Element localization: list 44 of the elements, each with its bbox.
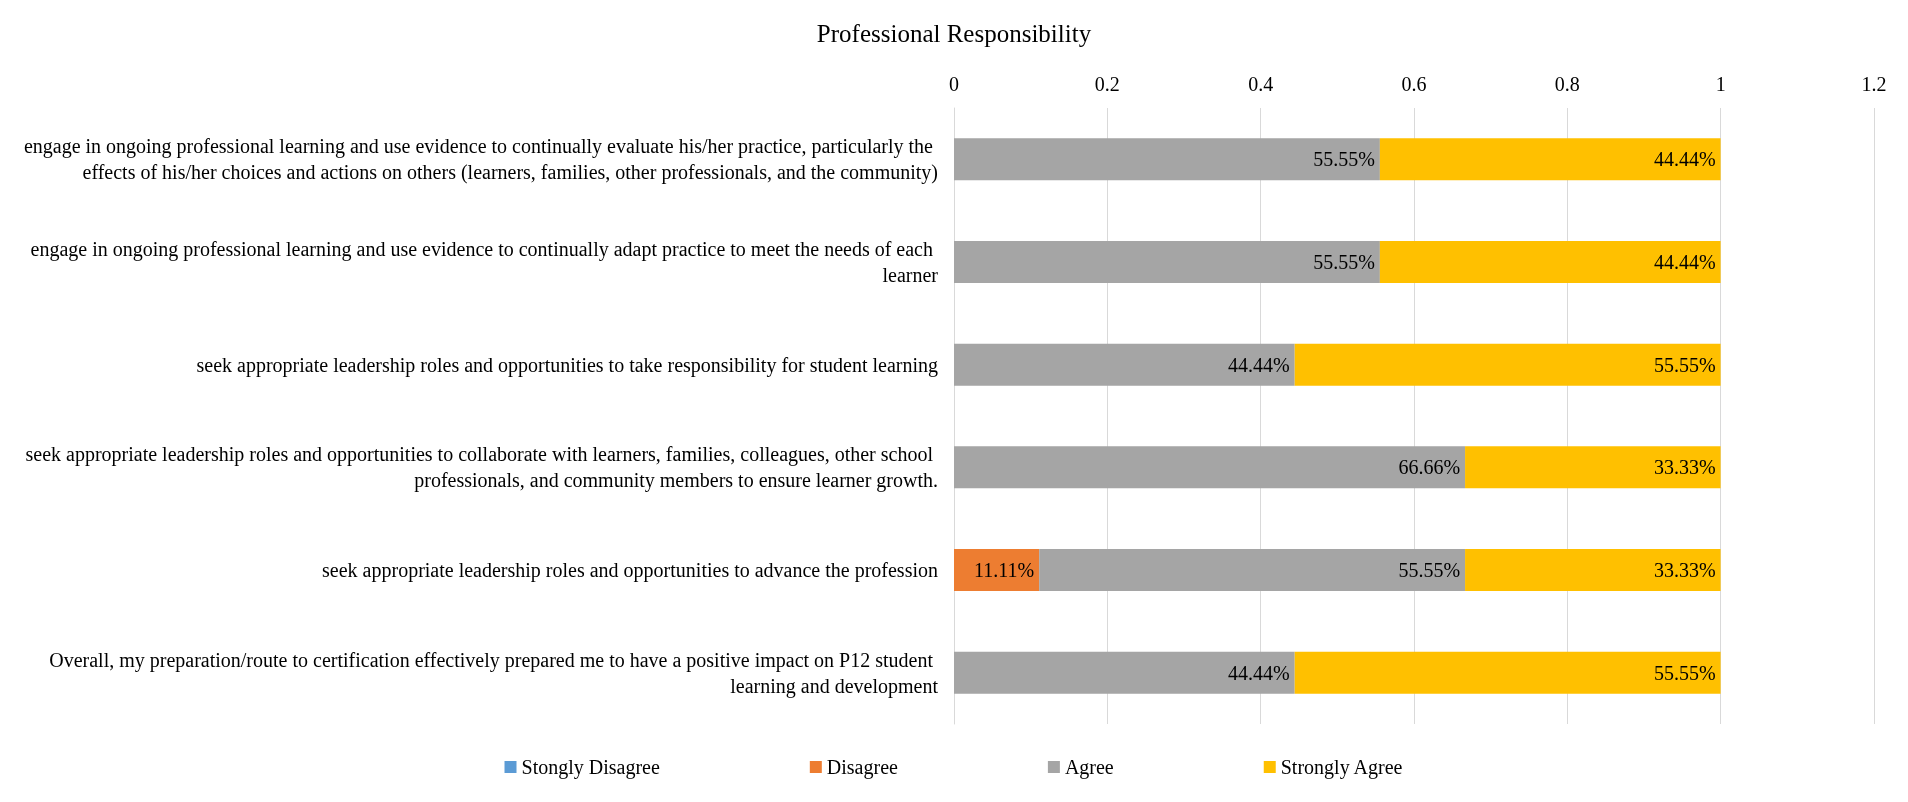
data-label: 55.55% bbox=[1653, 661, 1716, 684]
data-label: 44.44% bbox=[1228, 353, 1290, 376]
data-label: 44.44% bbox=[1653, 251, 1716, 273]
bar bbox=[954, 343, 1295, 386]
x-tick-label: 0.8 bbox=[1554, 73, 1580, 95]
bar bbox=[954, 241, 1380, 283]
y-tick-label: Overall, my preparation/route to certification effectively prepared me to have a positive impact on P12 student learning and development bbox=[49, 648, 939, 698]
y-tick-label: seek appropriate leadership roles and opportunities to collaborate with learners, families, colleagues, other school professionals, and community members to ensure learner growth. bbox=[25, 443, 938, 493]
y-tick-label: engage in ongoing professional learning and use evidence to continually evaluate his/her practice, particularly the effects of his/her choices and actions on others (learners, families, other professionals, and the community) bbox=[23, 135, 938, 185]
bar bbox=[954, 446, 1466, 489]
x-tick-label: 0.2 bbox=[1094, 73, 1120, 95]
bar bbox=[954, 138, 1380, 181]
bar bbox=[954, 651, 1295, 694]
x-tick-label: 1.2 bbox=[1861, 73, 1887, 95]
legend-label: Strongly Agree bbox=[1280, 756, 1403, 779]
bar bbox=[1379, 241, 1721, 283]
x-tick-label: 0.4 bbox=[1248, 73, 1274, 95]
data-label: 55.55% bbox=[1313, 148, 1375, 171]
bar bbox=[1465, 549, 1721, 591]
x-tick-label: 0 bbox=[949, 73, 959, 95]
y-tick-label: seek appropriate leadership roles and opportunities to advance the profession bbox=[322, 559, 938, 582]
data-label: 44.44% bbox=[1228, 661, 1290, 684]
y-tick-label: engage in ongoing professional learning and use evidence to continually adapt practice to meet the needs of each learner bbox=[30, 238, 939, 286]
bar bbox=[954, 549, 1040, 591]
legend-label: Agree bbox=[1064, 756, 1114, 779]
legend-label: Disagree bbox=[826, 756, 899, 779]
data-label: 11.11% bbox=[973, 559, 1035, 581]
bar bbox=[1379, 138, 1721, 181]
y-tick-label: seek appropriate leadership roles and opportunities to take responsibility for student learning bbox=[196, 353, 938, 377]
bar bbox=[1465, 446, 1721, 489]
data-label: 66.66% bbox=[1398, 456, 1461, 479]
chart-title: Professional Responsibility bbox=[816, 20, 1092, 47]
bar bbox=[1039, 549, 1466, 591]
x-tick-label: 1 bbox=[1715, 73, 1726, 95]
data-label: 33.33% bbox=[1653, 456, 1716, 479]
data-label: 44.44% bbox=[1653, 148, 1716, 171]
data-label: 55.55% bbox=[1313, 251, 1375, 273]
data-label: 33.33% bbox=[1653, 559, 1716, 581]
data-label: 55.55% bbox=[1653, 353, 1716, 376]
legend-label: Stongly Disagree bbox=[521, 756, 660, 779]
x-tick-label: 0.6 bbox=[1401, 73, 1427, 95]
bar bbox=[1294, 651, 1721, 694]
bar bbox=[1294, 343, 1721, 386]
data-label: 55.55% bbox=[1398, 559, 1461, 581]
